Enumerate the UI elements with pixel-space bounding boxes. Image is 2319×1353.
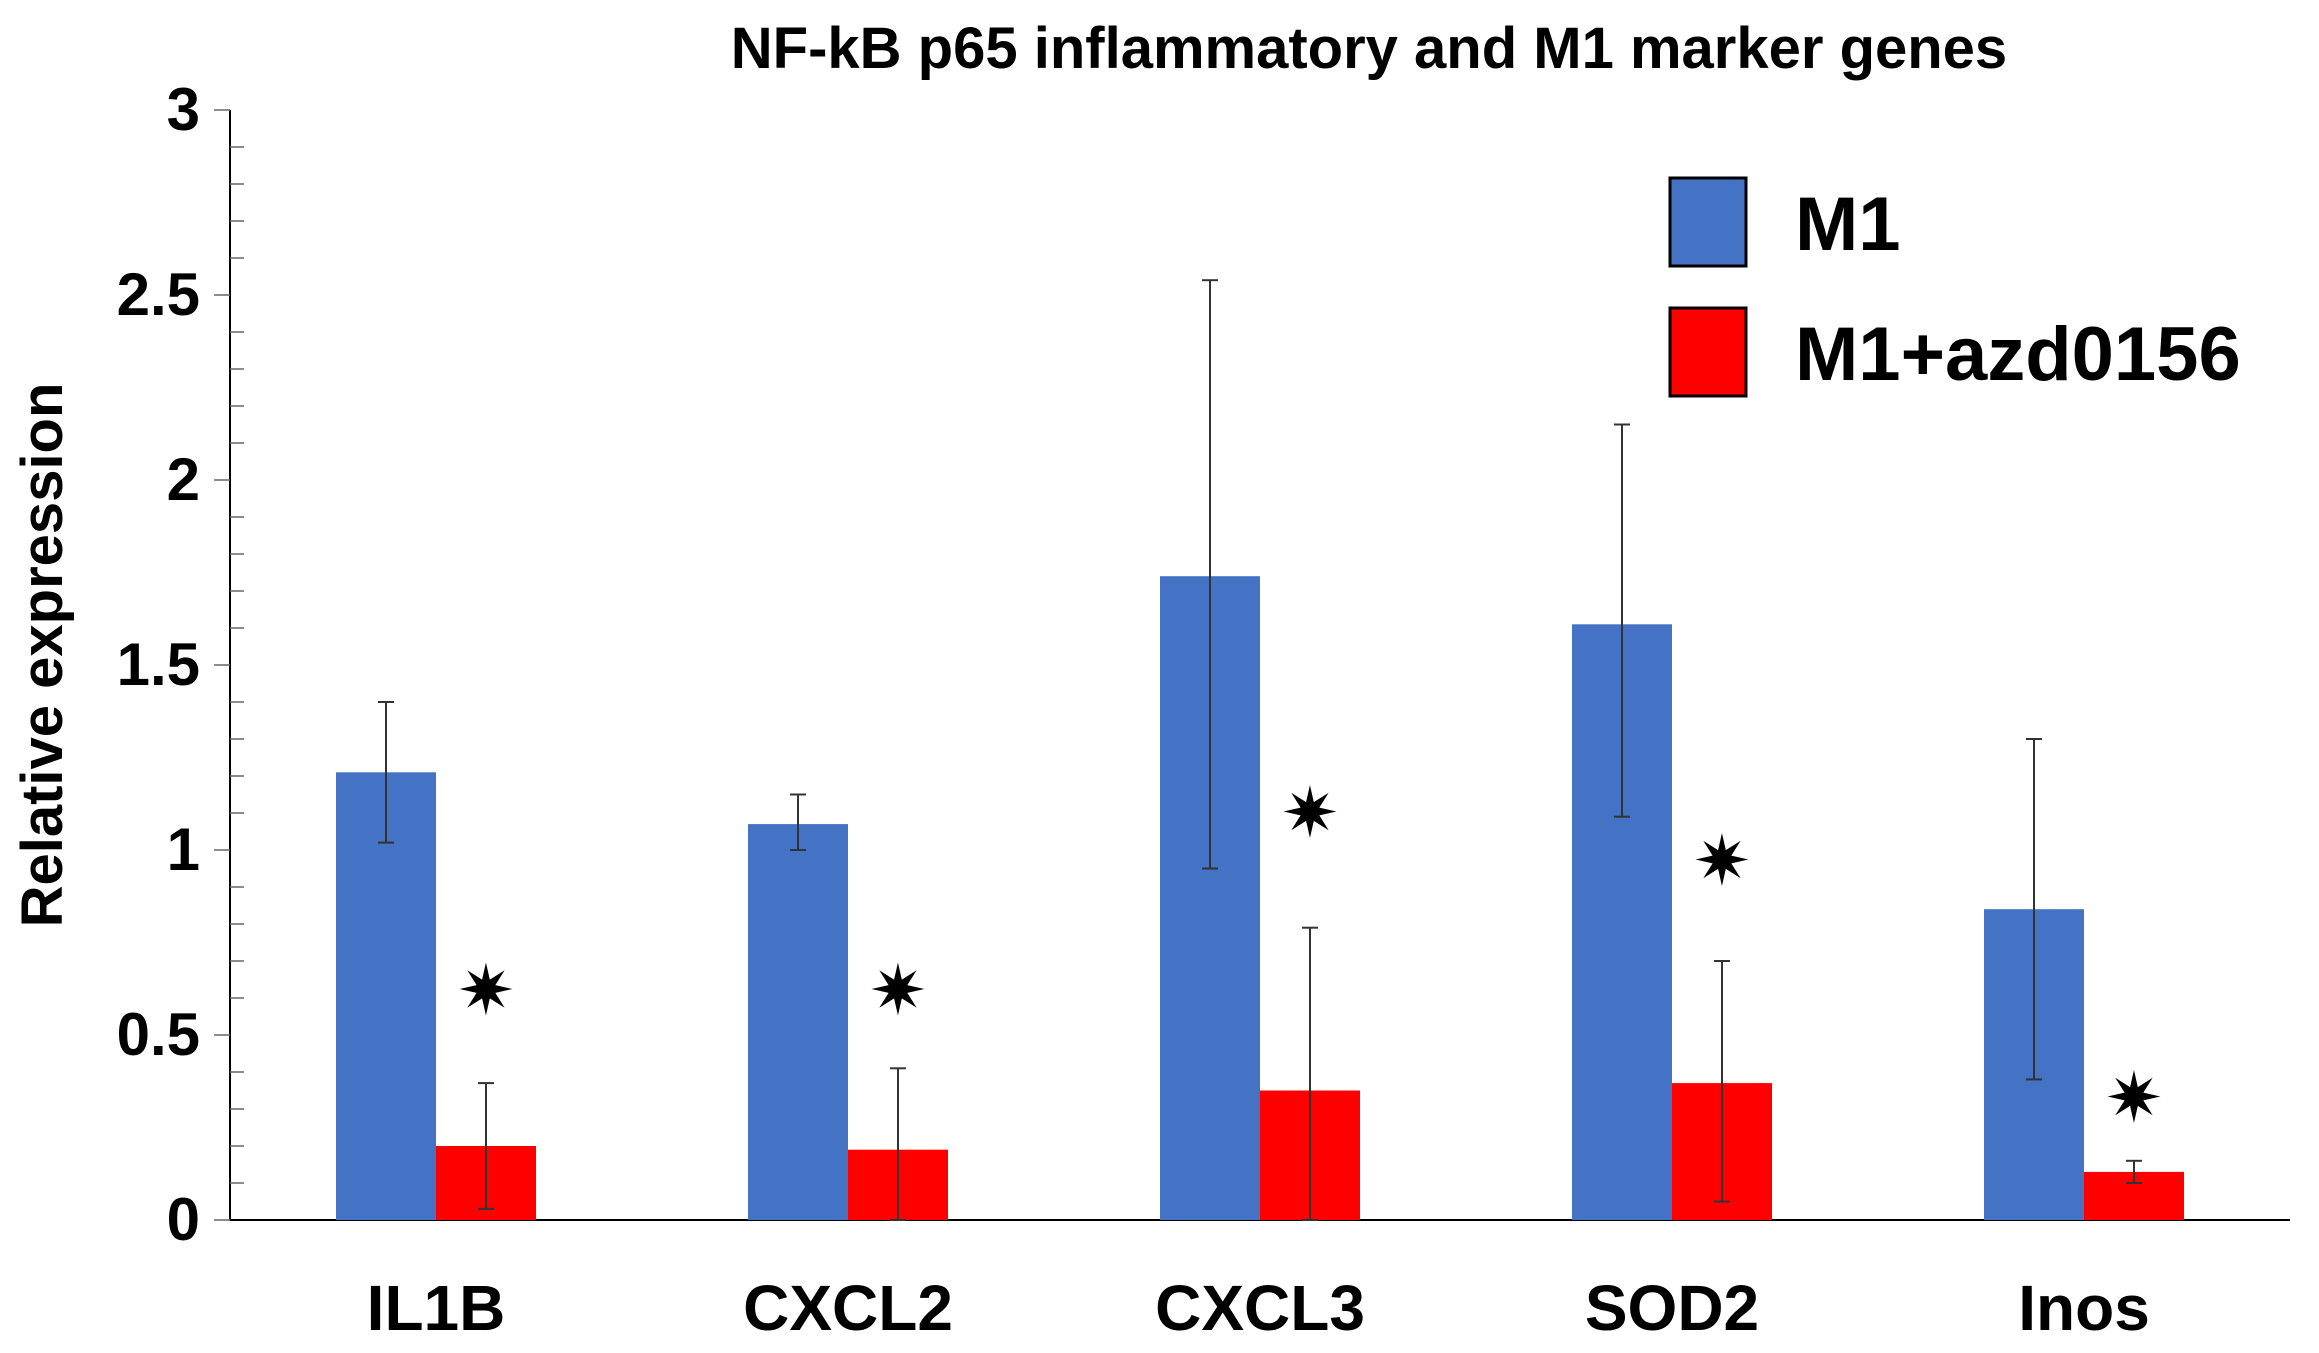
significance-markers: ✷ ✷ ✷ ✷ ✷ (457, 772, 2164, 1139)
y-axis-label: Relative expression (10, 383, 75, 928)
y-tick-label: 1 (167, 816, 200, 883)
y-tick-label: 1.5 (117, 631, 200, 698)
x-tick-label: SOD2 (1585, 1272, 1759, 1344)
bar-m1-cxcl2 (748, 824, 848, 1220)
x-tick-label: CXCL3 (1155, 1272, 1365, 1344)
x-tick-label: CXCL2 (743, 1272, 953, 1344)
chart-title: NF-kB p65 inflammatory and M1 marker gen… (731, 16, 2007, 81)
y-tick-label: 2 (167, 446, 200, 513)
legend-label: M1+azd0156 (1795, 312, 2241, 397)
bars (336, 576, 2184, 1220)
x-tick-label: IL1B (367, 1272, 506, 1344)
y-tick-label: 0 (167, 1186, 200, 1253)
significance-star-icon: ✷ (869, 950, 928, 1032)
significance-star-icon: ✷ (2105, 1057, 2164, 1139)
legend-swatch (1668, 176, 1748, 268)
significance-star-icon: ✷ (1281, 772, 1340, 854)
legend: M1 M1+azd0156 (1668, 176, 2241, 398)
bar-m1-il1b (336, 772, 436, 1220)
x-tick-label: Inos (2018, 1272, 2150, 1344)
error-bars (378, 279, 2142, 1221)
x-tick-labels: IL1B CXCL2 CXCL3 SOD2 Inos (367, 1272, 2150, 1344)
significance-star-icon: ✷ (1693, 820, 1752, 902)
axes: 0 0.5 1 1.5 2 2.5 3 (117, 76, 2290, 1253)
legend-swatch (1668, 306, 1748, 398)
significance-star-icon: ✷ (457, 950, 516, 1032)
y-tick-label: 3 (167, 76, 200, 143)
y-tick-label: 2.5 (117, 261, 200, 328)
legend-label: M1 (1795, 182, 1901, 267)
y-tick-label: 0.5 (117, 1001, 200, 1068)
